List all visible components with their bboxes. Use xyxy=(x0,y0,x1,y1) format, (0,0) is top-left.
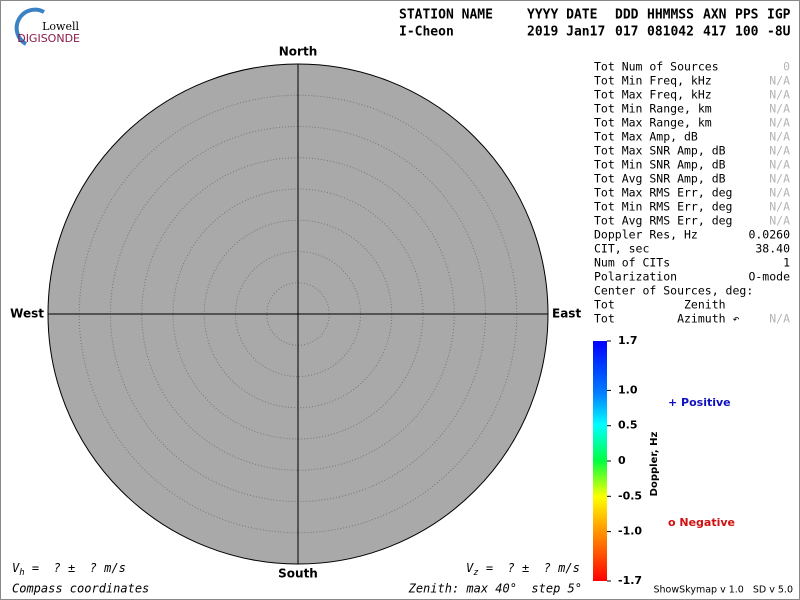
stat-label: Doppler Res, Hz xyxy=(594,228,698,242)
header-label: STATION NAME xyxy=(399,8,493,23)
stat-value: N/A xyxy=(769,312,790,326)
zenith-label: Zenith: max 40° step 5° xyxy=(408,582,582,596)
header-value: 081042 xyxy=(647,25,694,40)
stat-value: N/A xyxy=(769,102,790,116)
stat-value: 0.0260 xyxy=(748,228,790,242)
stat-value: 38.40 xyxy=(755,242,790,256)
colorbar-tick-label: 1.0 xyxy=(618,383,638,396)
compass-label: North xyxy=(279,45,317,59)
colorbar xyxy=(593,341,607,581)
colorbar-tick-label: 1.7 xyxy=(618,334,638,347)
stat-label: Tot Min RMS Err, deg xyxy=(594,200,732,214)
coords-label: Compass coordinates xyxy=(12,582,149,596)
logo-arc xyxy=(14,7,45,46)
stat-label: Tot Avg RMS Err, deg xyxy=(594,214,732,228)
colorbar-tick-label: -1.7 xyxy=(618,574,642,587)
header-value: 017 xyxy=(615,25,638,40)
stat-value: N/A xyxy=(769,74,790,88)
header-value: -8U xyxy=(767,25,791,40)
logo-text: Lowell xyxy=(42,20,79,33)
stat-value: N/A xyxy=(769,200,790,214)
stat-value: 0 xyxy=(783,60,790,74)
stat-label: Tot Max Range, km xyxy=(594,116,712,130)
compass-label: West xyxy=(10,307,44,321)
stat-value: N/A xyxy=(769,172,790,186)
compass-label: East xyxy=(552,307,581,321)
stat-label: Tot Max SNR Amp, dB xyxy=(594,144,726,158)
stat-label: Tot Max RMS Err, deg xyxy=(594,186,732,200)
stat-value: O-mode xyxy=(748,270,790,284)
stat-label: Tot Azimuth ↶ xyxy=(594,312,739,326)
compass-label: South xyxy=(278,567,318,581)
header-label: PPS xyxy=(735,8,759,23)
header-value: 417 xyxy=(703,25,726,40)
colorbar-tick-label: 0.5 xyxy=(618,419,638,432)
colorbar-tick-label: -0.5 xyxy=(618,489,642,502)
version-label: ShowSkymap v 1.0 SD v 5.0 xyxy=(654,585,794,596)
header-value: 100 xyxy=(735,25,759,40)
stat-value: N/A xyxy=(769,158,790,172)
stat-label: Polarization xyxy=(594,270,677,284)
header-label: IGP xyxy=(767,8,791,23)
stat-label: Tot Zenith xyxy=(594,298,726,312)
stat-value: N/A xyxy=(769,116,790,130)
stat-label: Tot Min Range, km xyxy=(594,102,712,116)
vz-label: Vz = ? ± ? m/s xyxy=(466,561,580,578)
logo-text: DIGISONDE xyxy=(17,32,80,45)
stat-label: Tot Min Freq, kHz xyxy=(594,74,712,88)
stat-label: Center of Sources, deg: xyxy=(594,284,753,298)
stat-value: N/A xyxy=(769,88,790,102)
stat-label: Tot Num of Sources xyxy=(594,60,719,74)
legend-negative: o Negative xyxy=(668,516,735,529)
stat-value: N/A xyxy=(769,130,790,144)
stat-label: CIT, sec xyxy=(594,242,649,256)
header-label: AXN xyxy=(703,8,727,23)
header-value: I-Cheon xyxy=(399,25,454,40)
stat-label: Tot Min SNR Amp, dB xyxy=(594,158,726,172)
stat-value: N/A xyxy=(769,144,790,158)
header-label: YYYY DATE xyxy=(527,8,597,23)
stat-value: 1 xyxy=(783,256,790,270)
stat-label: Tot Max Amp, dB xyxy=(594,130,698,144)
header-value: 2019 Jan17 xyxy=(527,25,605,40)
vh-label: Vh = ? ± ? m/s xyxy=(12,561,126,578)
stat-label: Tot Max Freq, kHz xyxy=(594,88,712,102)
colorbar-title: Doppler, Hz xyxy=(649,432,660,497)
header-label: DDD xyxy=(615,8,639,23)
stat-label: Num of CITs xyxy=(594,256,670,270)
colorbar-tick-label: -1.0 xyxy=(618,525,642,538)
stat-value: N/A xyxy=(769,214,790,228)
header-label: HHMMSS xyxy=(647,8,694,23)
legend-positive: + Positive xyxy=(668,396,731,409)
colorbar-tick-label: 0 xyxy=(618,454,626,467)
stat-value: N/A xyxy=(769,186,790,200)
stat-label: Tot Avg SNR Amp, dB xyxy=(594,172,726,186)
